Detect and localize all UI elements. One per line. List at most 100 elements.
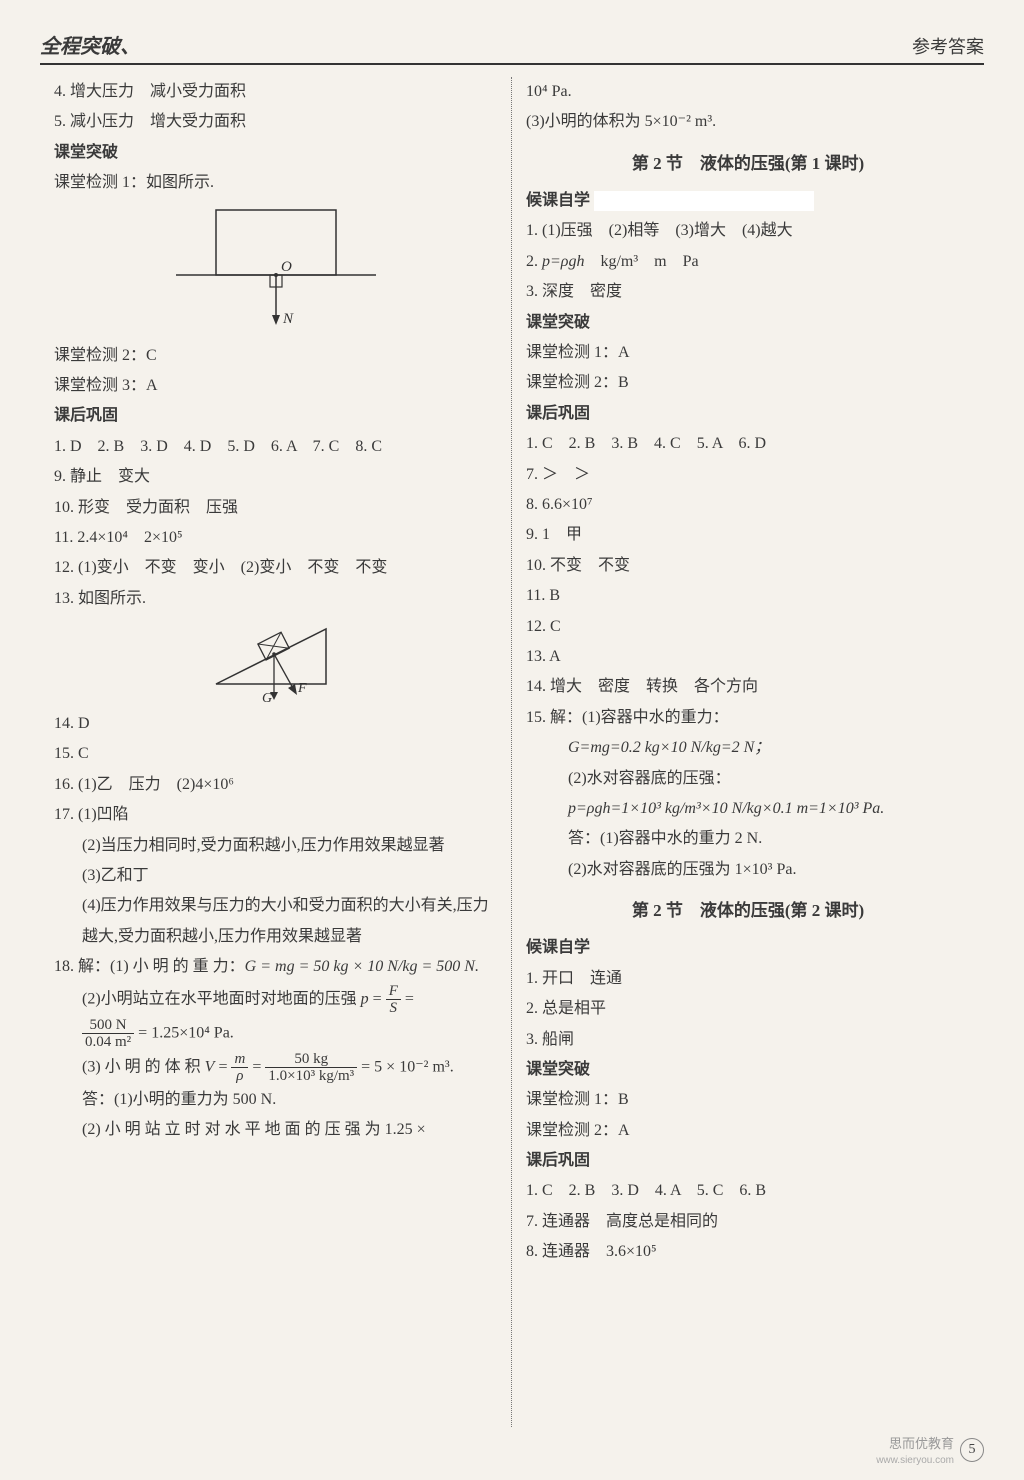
subhead: 课后巩固 xyxy=(526,1146,970,1176)
page-number: 5 xyxy=(956,1438,984,1462)
frac-num: m xyxy=(231,1051,248,1069)
text-line: 课堂检测 1：如图所示. xyxy=(54,168,497,198)
h2-eq: p=ρgh xyxy=(542,253,584,270)
text-line: 12. C xyxy=(526,612,970,642)
text-line: 8. 6.6×10⁷ xyxy=(526,490,970,520)
frac-den: S xyxy=(386,1000,401,1017)
q18-prefix: 18. 解：(1) 小 明 的 重 力： xyxy=(54,958,245,975)
text-line: 11. 2.4×10⁴ 2×10⁵ xyxy=(54,523,497,553)
frac-den: 1.0×10³ kg/m³ xyxy=(265,1068,357,1085)
diagram-label-O: O xyxy=(281,259,292,275)
diagram-label-G: G xyxy=(262,691,272,704)
text-line: 4. 增大压力 减小受力面积 xyxy=(54,77,497,107)
text-line: 2. 总是相平 xyxy=(526,994,970,1024)
text-line: 3. 船闸 xyxy=(526,1025,970,1055)
text-line: 7. 连通器 高度总是相同的 xyxy=(526,1207,970,1237)
diagram-label-F: F xyxy=(297,681,307,696)
fraction: 500 N 0.04 m² xyxy=(82,1017,134,1051)
text-line: 3. 深度 密度 xyxy=(526,277,970,307)
fraction: F S xyxy=(386,983,401,1017)
right-column: 10⁴ Pa. (3)小明的体积为 5×10⁻² m³. 第 2 节 液体的压强… xyxy=(512,77,984,1427)
text-line: 课堂检测 1：A xyxy=(526,338,970,368)
subhead: 课后巩固 xyxy=(526,399,970,429)
text-line: 11. B xyxy=(526,581,970,611)
text-line: 12. (1)变小 不变 变小 (2)变小 不变 不变 xyxy=(54,553,497,583)
text-line: (2) 小 明 站 立 时 对 水 平 地 面 的 压 强 为 1.25 × xyxy=(54,1115,497,1145)
watermark-brand: 思而优教育 xyxy=(889,1433,954,1452)
text-line: 5. 减小压力 增大受力面积 xyxy=(54,107,497,137)
text-line: 1. 开口 连通 xyxy=(526,964,970,994)
fraction: m ρ xyxy=(231,1051,248,1085)
diagram-incline: G F xyxy=(54,614,497,709)
text-line: p=ρgh=1×10³ kg/m³×10 N/kg×0.1 m=1×10³ Pa… xyxy=(526,794,970,824)
section-title: 第 2 节 液体的压强(第 2 课时) xyxy=(526,895,970,927)
frac-num: F xyxy=(386,983,401,1001)
q18-2-text: (2)小明站立在水平地面时对地面的压强 xyxy=(82,990,361,1007)
text-line: 10⁴ Pa. xyxy=(526,77,970,107)
text-line: (3) 小 明 的 体 积 V = m ρ = 50 kg 1.0×10³ kg… xyxy=(54,1051,497,1085)
frac-den: 0.04 m² xyxy=(82,1034,134,1051)
text-line: (4)压力作用效果与压力的大小和受力面积的大小有关,压力越大,受力面积越小,压力… xyxy=(54,891,497,952)
text-line: 8. 连通器 3.6×10⁵ xyxy=(526,1237,970,1267)
page-number-value: 5 xyxy=(960,1438,984,1462)
text-line: 13. 如图所示. xyxy=(54,584,497,614)
q18-eq1: G = mg = 50 kg × 10 N/kg = 500 N. xyxy=(245,958,479,975)
text-line: 10. 形变 受力面积 压强 xyxy=(54,493,497,523)
text-line: 7. ＞ ＞ xyxy=(526,460,970,490)
text-line: 课堂检测 2：C xyxy=(54,341,497,371)
subhead: 课后巩固 xyxy=(54,401,497,431)
subhead: 候课自学 xyxy=(526,933,970,963)
q18-3-text: (3) 小 明 的 体 积 xyxy=(82,1058,205,1075)
text-line: 课堂检测 3：A xyxy=(54,371,497,401)
text-line: 1. (1)压强 (2)相等 (3)增大 (4)越大 xyxy=(526,216,970,246)
section-title: 第 2 节 液体的压强(第 1 课时) xyxy=(526,148,970,180)
text-line: (3)小明的体积为 5×10⁻² m³. xyxy=(526,107,970,137)
diagram-force-table: O N xyxy=(54,205,497,335)
eq-result: = 5 × 10⁻² m³. xyxy=(361,1058,454,1075)
text-line: 13. A xyxy=(526,642,970,672)
frac-num: 500 N xyxy=(82,1017,134,1035)
text-line: 14. 增大 密度 转换 各个方向 xyxy=(526,672,970,702)
diagram-label-N: N xyxy=(282,311,294,327)
text-line: (2)当压力相同时,受力面积越小,压力作用效果越显著 xyxy=(54,831,497,861)
text-line: 14. D xyxy=(54,709,497,739)
text-line: G=mg=0.2 kg×10 N/kg=2 N； xyxy=(526,733,970,763)
watermark-url: www.sieryou.com xyxy=(876,1455,954,1466)
subhead: 候课自学 xyxy=(526,186,970,216)
frac-den: ρ xyxy=(231,1068,248,1085)
text-line: (3)乙和丁 xyxy=(54,861,497,891)
subhead: 课堂突破 xyxy=(526,1055,970,1085)
text-line: 2. p=ρgh kg/m³ m Pa xyxy=(526,247,970,277)
text-line: 答：(1)容器中水的重力 2 N. xyxy=(526,824,970,854)
header-right: 参考答案 xyxy=(912,33,984,59)
houke-label: 候课自学 xyxy=(526,192,590,209)
text-line: 15. 解：(1)容器中水的重力： xyxy=(526,703,970,733)
text-line: 16. (1)乙 压力 (2)4×10⁶ xyxy=(54,770,497,800)
text-line: 课堂检测 2：A xyxy=(526,1116,970,1146)
fraction: 50 kg 1.0×10³ kg/m³ xyxy=(265,1051,357,1085)
text-line: 课堂检测 1：B xyxy=(526,1085,970,1115)
text-line: (2)水对容器底的压强： xyxy=(526,764,970,794)
var-V: V xyxy=(205,1058,215,1075)
text-line: (2)水对容器底的压强为 1×10³ Pa. xyxy=(526,855,970,885)
h2-units: kg/m³ m Pa xyxy=(584,253,698,270)
eq-result: = 1.25×10⁴ Pa. xyxy=(138,1024,234,1041)
left-column: 4. 增大压力 减小受力面积 5. 减小压力 增大受力面积 课堂突破 课堂检测 … xyxy=(40,77,512,1427)
subhead: 课堂突破 xyxy=(54,138,497,168)
text-line: 课堂检测 2：B xyxy=(526,368,970,398)
subhead: 课堂突破 xyxy=(526,308,970,338)
white-mask xyxy=(594,191,814,211)
h2-prefix: 2. xyxy=(526,253,542,270)
text-line: 1. C 2. B 3. B 4. C 5. A 6. D xyxy=(526,429,970,459)
text-line: 9. 1 甲 xyxy=(526,520,970,550)
text-line: 17. (1)凹陷 xyxy=(54,800,497,830)
text-line: 18. 解：(1) 小 明 的 重 力：G = mg = 50 kg × 10 … xyxy=(54,952,497,982)
header-left: 全程突破、 xyxy=(40,30,140,59)
text-line: 500 N 0.04 m² = 1.25×10⁴ Pa. xyxy=(54,1017,497,1051)
text-line: 1. D 2. B 3. D 4. D 5. D 6. A 7. C 8. C xyxy=(54,432,497,462)
text-line: 10. 不变 不变 xyxy=(526,551,970,581)
frac-num: 50 kg xyxy=(265,1051,357,1069)
text-line: 1. C 2. B 3. D 4. A 5. C 6. B xyxy=(526,1176,970,1206)
text-line: (2)小明站立在水平地面时对地面的压强 p = F S = xyxy=(54,983,497,1017)
var-p: p xyxy=(361,990,369,1007)
